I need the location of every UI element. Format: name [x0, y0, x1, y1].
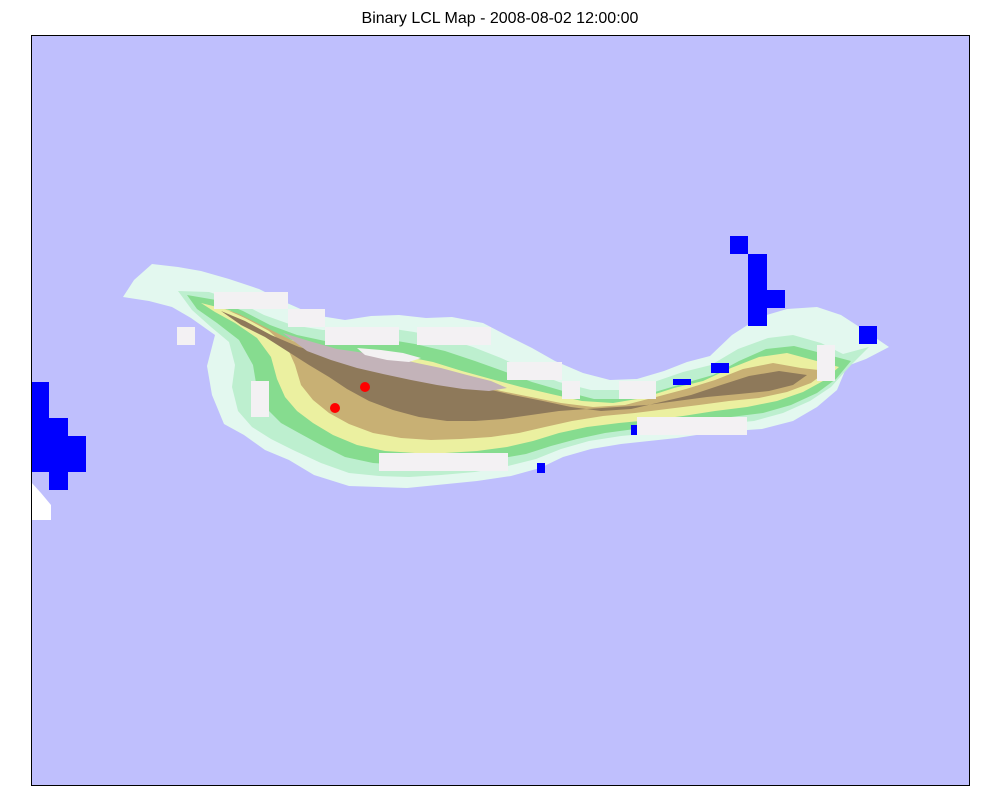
island-brown-zone [213, 305, 827, 440]
lcl-flag-cells-west [31, 382, 86, 490]
terrain-grid-cells [177, 292, 835, 471]
map-canvas [31, 35, 970, 786]
station-marker[interactable] [330, 403, 340, 413]
map-frame [31, 35, 970, 786]
station-marker[interactable] [360, 382, 370, 392]
map-title: Binary LCL Map - 2008-08-02 12:00:00 [361, 10, 639, 27]
lcl-flag-cells-east [537, 236, 877, 473]
island-summit-zone [357, 348, 421, 362]
map-border [31, 35, 970, 786]
terrain-edge-artifact [31, 482, 51, 520]
island-peak-zone [283, 333, 507, 391]
island-mountain-zone [221, 311, 807, 421]
